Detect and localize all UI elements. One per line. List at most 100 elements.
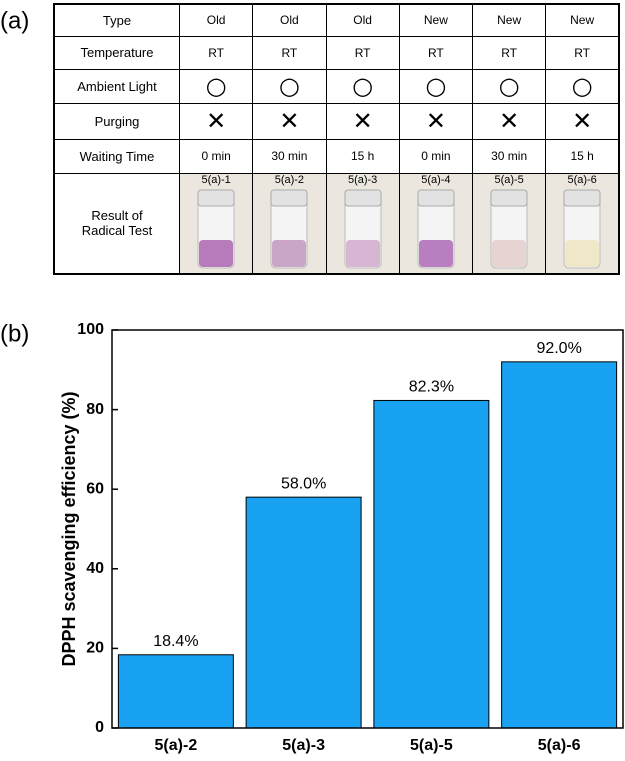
cell-text: ✕ (206, 107, 227, 135)
cell-text: New (497, 13, 522, 28)
table-cell: ○ (545, 68, 620, 104)
bar (501, 361, 618, 729)
vial-liquid (272, 239, 307, 267)
table-cell: RT (398, 35, 474, 70)
table-cell: ✕ (545, 102, 620, 140)
table-cell: 5(a)-3 (325, 172, 400, 275)
table-cell: RT (325, 35, 400, 70)
table-cell: 5(a)-5 (471, 172, 547, 275)
table-row: Waiting Time 0 min 30 min 15 h 0 min 30 min 15… (53, 138, 620, 174)
bar (373, 399, 490, 729)
y-tick-label: 40 (86, 560, 104, 577)
y-tick-label: 0 (95, 719, 104, 736)
vial-photo (197, 189, 235, 268)
cell-text: 5(a)-1 (201, 173, 231, 186)
vial-liquid (199, 239, 234, 267)
cell-text: ✕ (499, 107, 520, 135)
table-cell: 5(a)-1 (178, 172, 254, 275)
table-row: Type Old Old Old New New New (53, 3, 620, 37)
y-tick-label: 80 (86, 401, 104, 418)
cell-text: 15 h (570, 149, 594, 163)
x-tick-label: 5(a)-5 (410, 737, 453, 754)
table-cell: Old (325, 3, 400, 37)
cell-text: Type (102, 12, 132, 28)
y-tick-label: 60 (86, 480, 104, 497)
y-tick-label: 20 (86, 640, 104, 657)
table-cell: RT (545, 35, 620, 70)
table-cell: Waiting Time (53, 138, 180, 174)
vial-cap (417, 189, 455, 206)
vial-cap (563, 189, 601, 206)
table-cell: 5(a)-6 (545, 172, 620, 275)
table-cell: ✕ (252, 102, 327, 140)
table-cell: 5(a)-4 (398, 172, 474, 275)
cell-text: 5(a)-5 (494, 173, 524, 186)
table-cell: Old (178, 3, 254, 37)
cell-text: RT (501, 45, 518, 60)
panel-label: (a) (0, 7, 29, 34)
cell-text: ○ (205, 72, 227, 100)
cell-text: New (423, 13, 448, 28)
cell-text: RT (208, 45, 225, 60)
cell-text: RT (427, 45, 444, 60)
x-tick-label: 5(a)-3 (282, 737, 325, 754)
value-label: 82.3% (409, 379, 454, 396)
table-row: Result of Radical Test 5(a)-1 5(a)-2 5(a)-3… (53, 172, 620, 275)
cell-text: 0 min (201, 149, 231, 163)
table-cell: ○ (252, 68, 327, 104)
vial-liquid (345, 239, 380, 267)
cell-text: Old (206, 13, 226, 28)
value-label: 92.0% (536, 340, 581, 357)
table-cell: ✕ (178, 102, 254, 140)
table-cell: ○ (471, 68, 547, 104)
table-cell: 30 min (252, 138, 327, 174)
bar (117, 654, 234, 729)
cell-text: 5(a)-3 (347, 173, 378, 186)
cell-text: RT (281, 45, 298, 60)
table-cell: 0 min (178, 138, 254, 174)
cell-text: ○ (278, 72, 300, 100)
table-cell: ○ (398, 68, 474, 104)
cell-text: 30 min (271, 149, 308, 163)
table-cell: 5(a)-2 (252, 172, 327, 275)
vial-photo (344, 189, 382, 268)
cell-text: Waiting Time (79, 148, 155, 164)
table-row: Temperature RT RT RT RT RT RT (53, 35, 620, 70)
cell-text: ✕ (572, 107, 593, 135)
table-cell: Purging (53, 102, 180, 140)
cell-text: Purging (94, 113, 140, 129)
table-cell: Type (53, 3, 180, 37)
value-label: 18.4% (153, 633, 198, 650)
table-cell: ✕ (398, 102, 474, 140)
panel-label: (b) (0, 320, 29, 347)
table-cell: RT (471, 35, 547, 70)
y-axis-label: DPPH scavenging efficiency (%) (59, 391, 79, 666)
cell-text: ○ (425, 72, 447, 100)
cell-text: Old (353, 13, 372, 28)
table-row: Ambient Light ○ ○ ○ ○ ○ ○ (53, 68, 620, 104)
cell-text: 30 min (491, 149, 528, 163)
cell-text: ✕ (352, 107, 373, 135)
cell-text: Ambient Light (77, 78, 157, 94)
table-row: Purging ✕ ✕ ✕ ✕ ✕ ✕ (53, 102, 620, 140)
cell-text: 5(a)-4 (421, 173, 451, 186)
table-cell: ○ (178, 68, 254, 104)
table-cell: New (471, 3, 547, 37)
vial-photo (417, 189, 455, 268)
cell-text: ✕ (279, 107, 300, 135)
cell-text: ✕ (425, 107, 446, 135)
vial-cap (344, 189, 382, 206)
table-cell: 15 h (325, 138, 400, 174)
table-cell: New (545, 3, 620, 37)
table-cell: New (398, 3, 474, 37)
vial-photo (563, 189, 601, 268)
table-cell: 30 min (471, 138, 547, 174)
table-cell: ✕ (325, 102, 400, 140)
vial-liquid (565, 239, 600, 267)
bar (245, 496, 362, 729)
cell-text: ○ (571, 72, 593, 100)
vial-photo (270, 189, 308, 268)
x-tick-label: 5(a)-2 (155, 737, 198, 754)
table-cell: Ambient Light (53, 68, 180, 104)
